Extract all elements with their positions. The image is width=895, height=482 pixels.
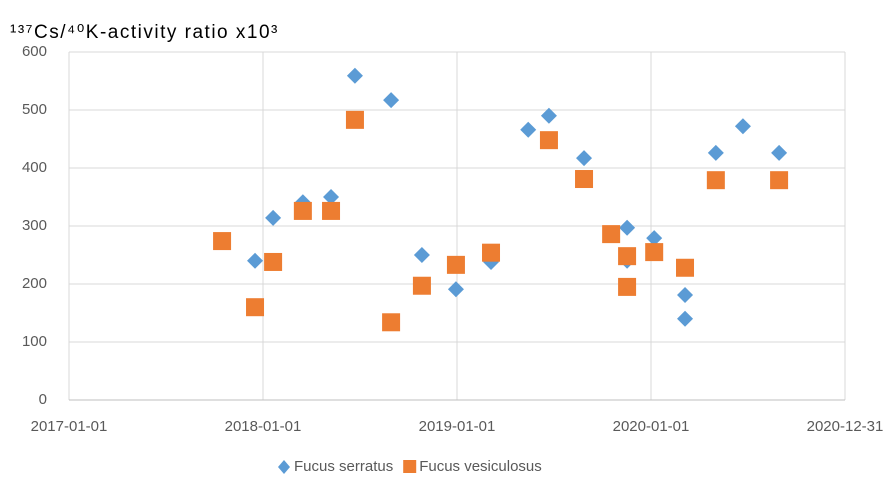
y-tick-label: 200 <box>22 275 47 292</box>
point <box>618 247 637 266</box>
x-tick-label: 2017-01-01 <box>31 418 108 435</box>
y-tick-label: 500 <box>22 101 47 118</box>
legend-marker <box>278 460 290 474</box>
y-tick-label: 300 <box>22 217 47 234</box>
point <box>520 121 537 138</box>
point <box>345 110 364 129</box>
point <box>265 209 282 226</box>
point <box>618 277 637 296</box>
y-tick-label: 600 <box>22 43 47 60</box>
point <box>482 243 501 262</box>
point <box>412 276 431 295</box>
point <box>706 171 725 190</box>
point <box>707 144 724 161</box>
point <box>619 219 636 236</box>
y-tick-label: 400 <box>22 159 47 176</box>
y-tick-label: 100 <box>22 333 47 350</box>
point <box>646 230 663 247</box>
legend-marker <box>403 460 417 473</box>
point <box>734 118 751 135</box>
point <box>575 170 594 189</box>
x-tick-label: 2020-01-01 <box>613 418 690 435</box>
point <box>602 225 621 244</box>
point <box>677 287 694 304</box>
point <box>483 253 500 270</box>
point <box>323 189 340 205</box>
point <box>246 298 265 317</box>
point <box>540 107 557 124</box>
point <box>383 92 400 109</box>
point <box>446 255 465 274</box>
legend-label: Fucus vesiculosus <box>419 458 542 475</box>
point <box>346 67 363 84</box>
point <box>264 252 283 271</box>
point <box>539 131 558 150</box>
point <box>576 150 593 167</box>
chart-title: ¹³⁷Cs/⁴⁰K-activity ratio x10³ <box>10 22 279 43</box>
point <box>322 201 341 220</box>
x-tick-label: 2019-01-01 <box>419 418 496 435</box>
point <box>382 313 401 332</box>
legend-label: Fucus serratus <box>294 458 393 475</box>
point <box>770 171 789 190</box>
point <box>447 281 464 298</box>
point <box>293 201 312 220</box>
point <box>676 258 695 277</box>
point <box>677 310 694 327</box>
y-tick-label: 0 <box>39 391 47 408</box>
point <box>213 232 232 251</box>
point <box>771 144 788 161</box>
point <box>247 252 264 269</box>
point <box>413 247 430 263</box>
point <box>645 243 664 262</box>
x-tick-label: 2018-01-01 <box>225 418 302 435</box>
x-tick-label: 2020-12-31 <box>807 418 884 435</box>
